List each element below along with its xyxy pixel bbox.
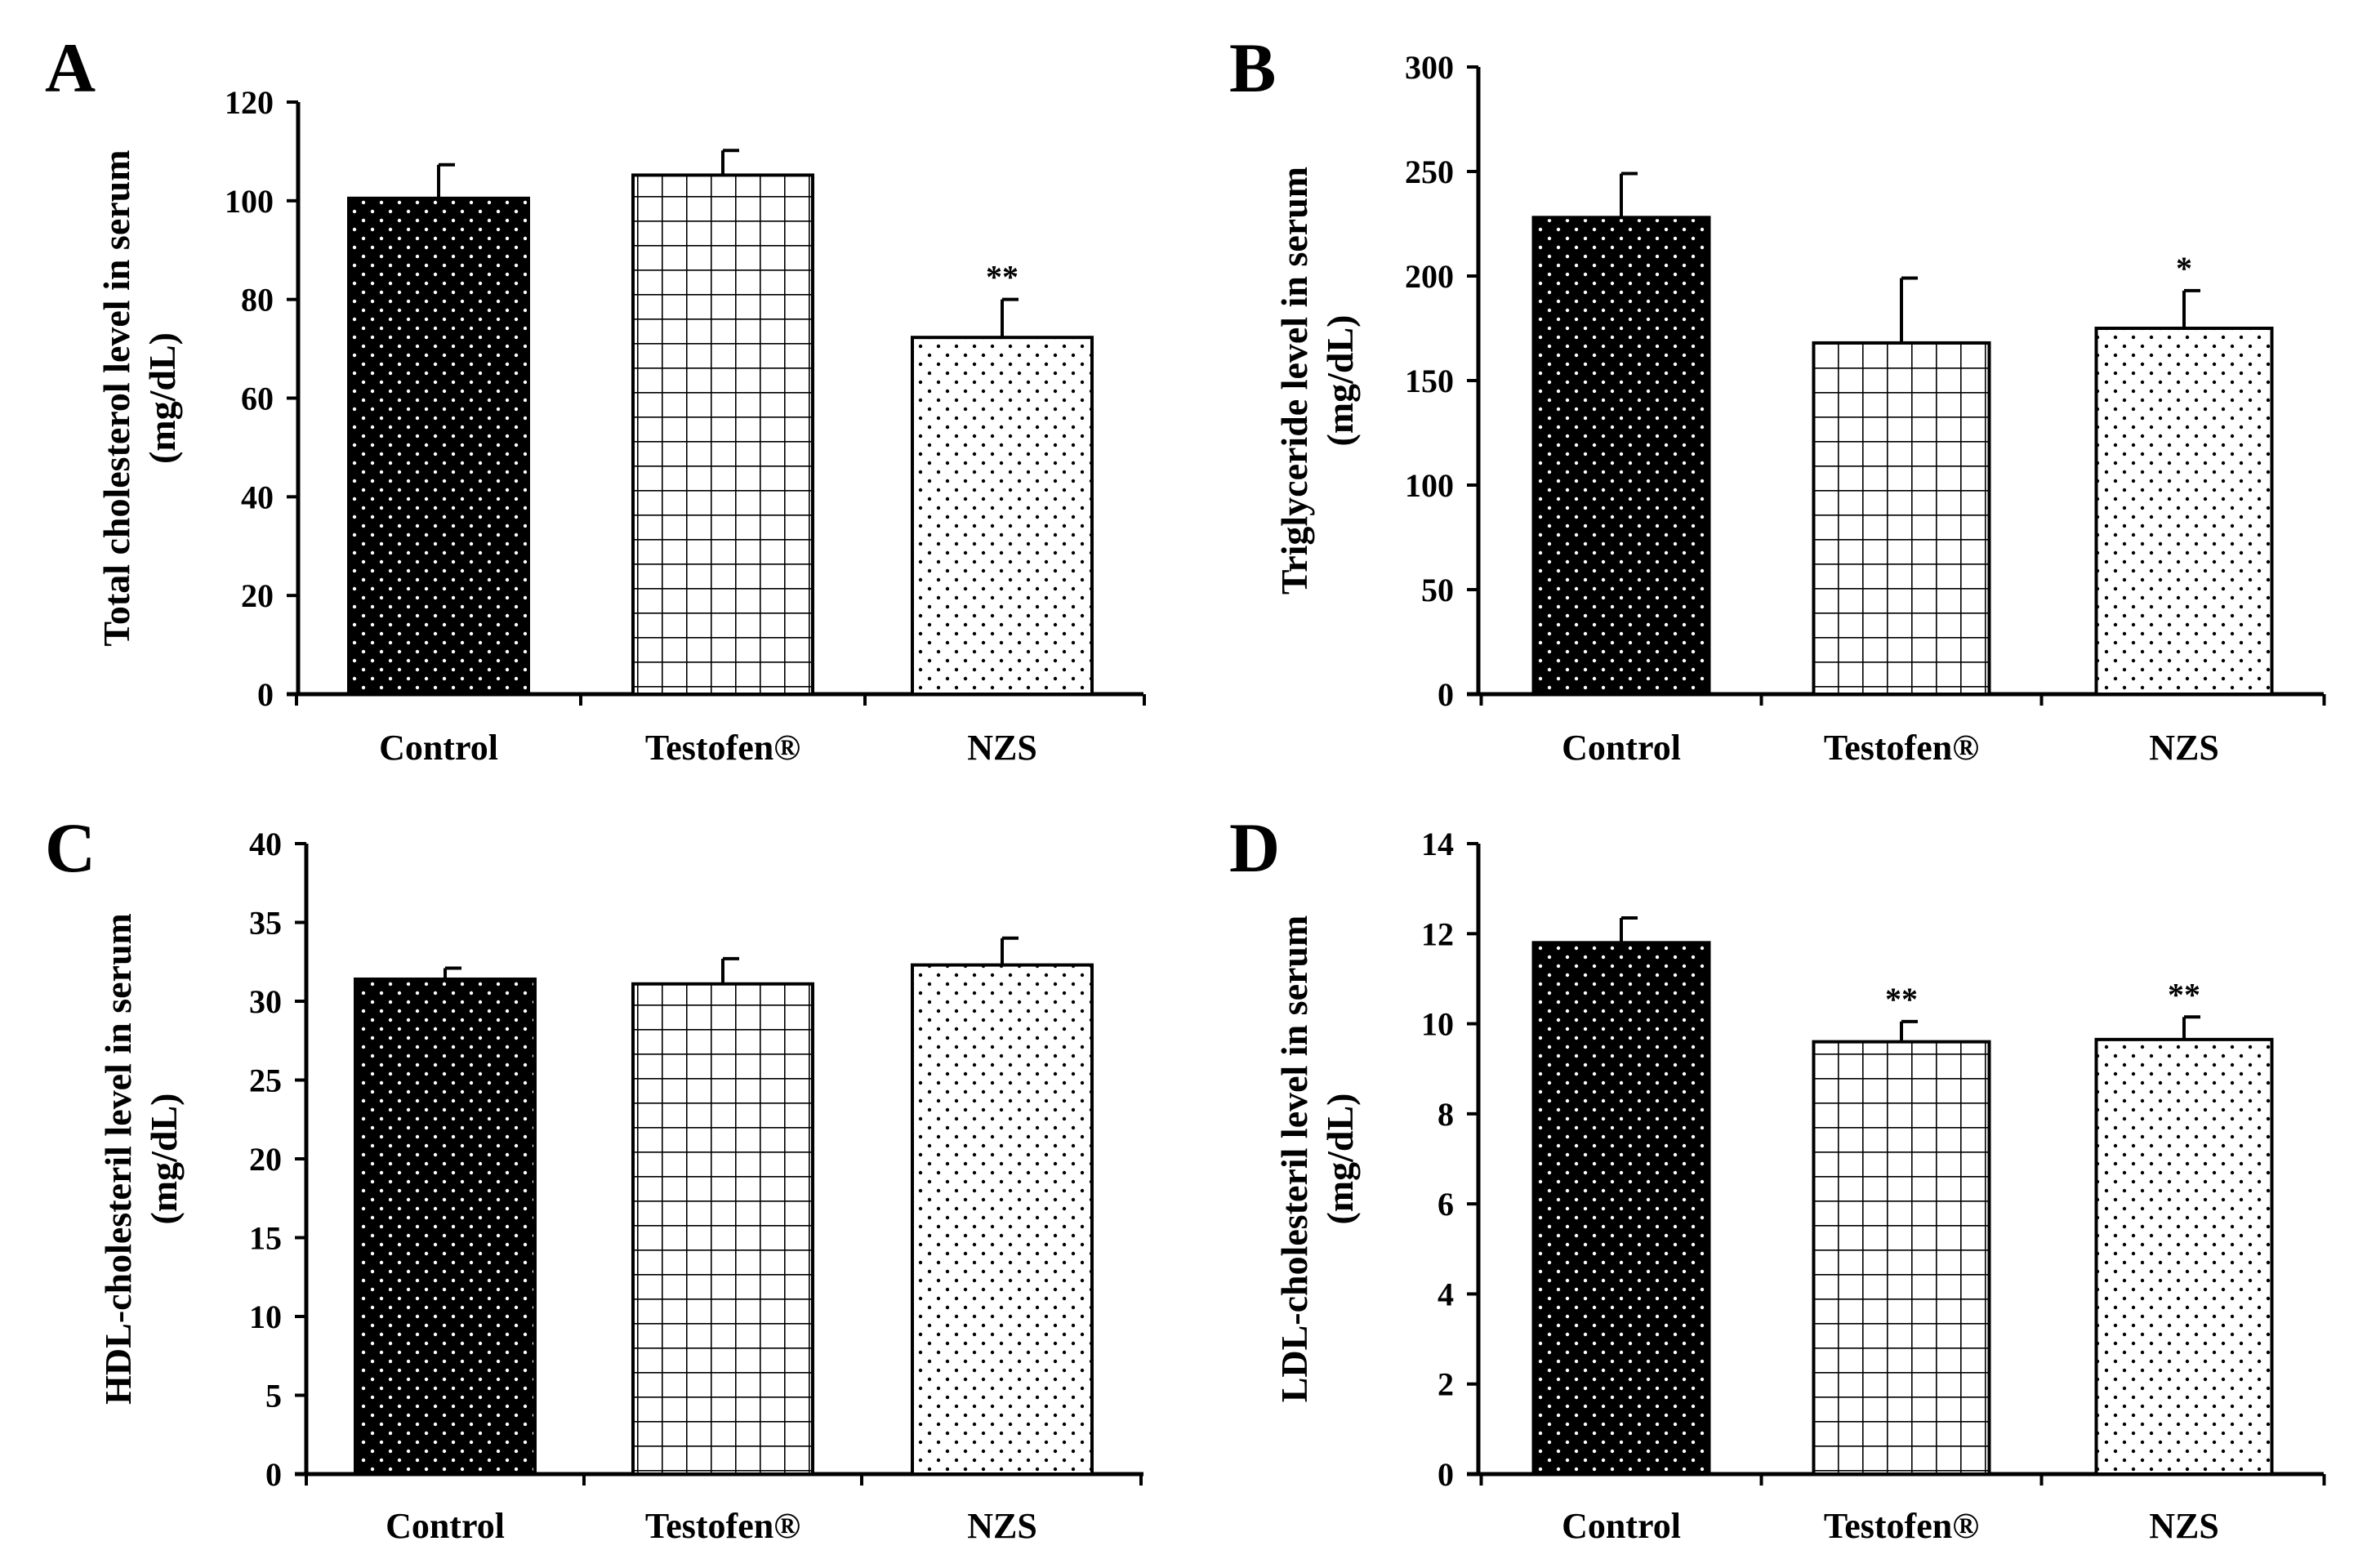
- x-tick-label: Control: [1562, 1506, 1681, 1546]
- y-tick-label: 20: [249, 1141, 282, 1178]
- panel-letter: C: [45, 808, 96, 887]
- bar-testofen: [1812, 341, 1991, 696]
- y-tick-label: 100: [225, 183, 274, 220]
- y-tick-label: 250: [1405, 154, 1454, 190]
- x-tick-label: Control: [386, 1506, 505, 1546]
- y-tick-label: 6: [1438, 1186, 1454, 1223]
- y-tick-label: 40: [241, 479, 274, 515]
- y-axis-title: HDL-cholesteril level in serum (mg/dL): [97, 913, 185, 1405]
- chart-b: B 0 50 100 150 200 250 300 Control Testofen® * NZS T…: [1229, 29, 2326, 768]
- y-tick-label: 4: [1438, 1276, 1454, 1312]
- y-tick-label: 50: [1421, 572, 1454, 608]
- x-tick-label: Control: [379, 728, 498, 768]
- panel-letter: A: [45, 29, 96, 107]
- y-axis-title-line: HDL-cholesteril level in serum: [97, 913, 139, 1405]
- panel-letter: B: [1229, 29, 1276, 107]
- x-tick-label: Control: [1562, 728, 1681, 768]
- y-tick-label: 8: [1438, 1096, 1454, 1133]
- y-axis-title-line: Triglyceride level in serum: [1273, 167, 1315, 595]
- x-tick-label: Testofen®: [645, 1506, 800, 1546]
- y-tick-label: 14: [1421, 826, 1454, 862]
- bar-nzs: [911, 336, 1094, 696]
- y-axis-title-line: Total cholesterol level in serum: [96, 149, 137, 646]
- y-tick-label: 40: [249, 826, 282, 862]
- chart-c: C 0 5 10 15 20 25 30 35 40 Control Testofen® NZS HDL-…: [45, 808, 1143, 1546]
- chart-d: D 0 2 4 6 8 10 12 14 Control ** Testofen® ** NZS LDL-c…: [1229, 808, 2326, 1546]
- significance-label: **: [1885, 981, 1918, 1018]
- bar-nzs: [2094, 1037, 2274, 1477]
- bar-control: [354, 977, 537, 1476]
- bar-control: [347, 196, 530, 696]
- panel-letter: D: [1229, 808, 1280, 887]
- y-tick-label: 10: [1421, 1006, 1454, 1043]
- significance-label: *: [2176, 250, 2192, 287]
- y-tick-label: 300: [1405, 49, 1454, 86]
- bar-control: [1531, 216, 1711, 696]
- y-tick-label: 35: [249, 905, 282, 942]
- significance-label: **: [2168, 976, 2200, 1013]
- y-tick-label: 20: [241, 577, 274, 614]
- y-tick-label: 150: [1405, 363, 1454, 399]
- significance-label: **: [986, 259, 1019, 296]
- x-tick-label: NZS: [2149, 1506, 2219, 1546]
- y-tick-label: 12: [1421, 915, 1454, 952]
- y-tick-label: 200: [1405, 258, 1454, 295]
- y-tick-label: 120: [225, 84, 274, 121]
- chart-a: A 0 20 40 60 80 100 120 Control Testofen® ** NZS Tot…: [45, 29, 1146, 768]
- bar-testofen: [631, 982, 814, 1476]
- bar-testofen: [1812, 1040, 1991, 1476]
- y-tick-label: 25: [249, 1062, 282, 1099]
- y-axis-title-line: (mg/dL): [1319, 315, 1361, 447]
- y-tick-label: 10: [249, 1298, 282, 1335]
- y-tick-label: 0: [257, 676, 274, 713]
- y-tick-label: 0: [1438, 1456, 1454, 1493]
- x-tick-label: Testofen®: [1824, 1506, 1979, 1546]
- x-tick-label: Testofen®: [1824, 728, 1979, 768]
- x-tick-label: NZS: [967, 728, 1037, 768]
- y-tick-label: 0: [265, 1456, 282, 1493]
- y-axis-title-line: LDL-cholesteril level in serum: [1273, 915, 1315, 1403]
- y-tick-label: 15: [249, 1220, 282, 1257]
- bar-nzs: [911, 963, 1094, 1476]
- y-axis-title: Triglyceride level in serum (mg/dL): [1273, 167, 1361, 595]
- bar-testofen: [631, 173, 814, 696]
- y-axis-title-line: (mg/dL): [143, 1094, 185, 1225]
- y-tick-label: 2: [1438, 1366, 1454, 1403]
- y-axis-title-line: (mg/dL): [141, 332, 183, 464]
- y-axis-title: LDL-cholesteril level in serum (mg/dL): [1273, 915, 1361, 1403]
- y-axis-title-line: (mg/dL): [1319, 1094, 1361, 1225]
- x-tick-label: NZS: [2149, 728, 2219, 768]
- y-tick-label: 100: [1405, 467, 1454, 504]
- bar-control: [1531, 941, 1711, 1477]
- y-tick-label: 80: [241, 282, 274, 318]
- x-tick-label: NZS: [967, 1506, 1037, 1546]
- y-axis-title: Total cholesterol level in serum (mg/dL): [96, 149, 183, 646]
- y-tick-label: 5: [265, 1378, 282, 1414]
- y-tick-label: 0: [1438, 676, 1454, 713]
- bar-nzs: [2094, 327, 2274, 696]
- y-tick-label: 60: [241, 381, 274, 417]
- x-tick-label: Testofen®: [645, 728, 800, 768]
- y-tick-label: 30: [249, 983, 282, 1020]
